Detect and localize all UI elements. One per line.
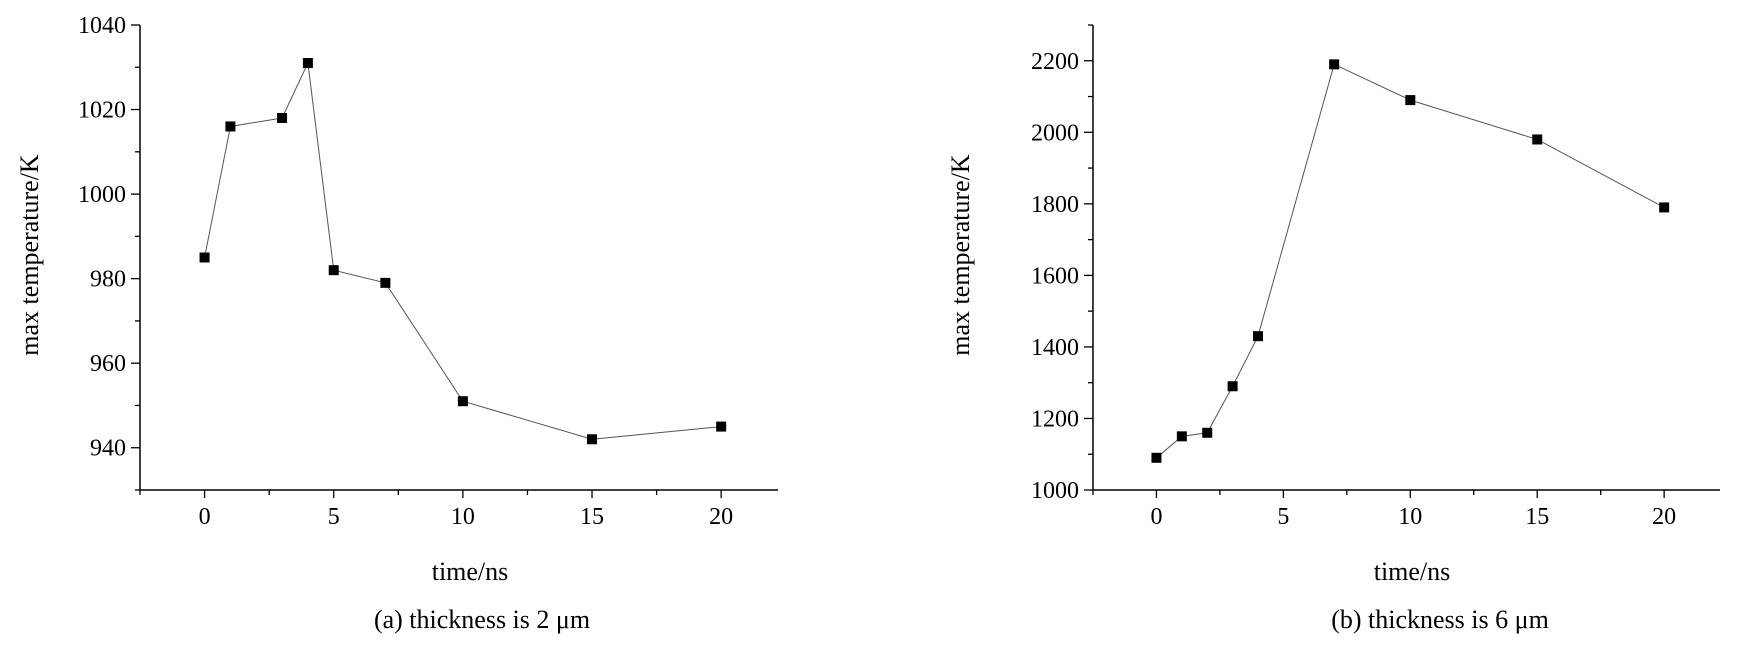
data-point-a xyxy=(716,421,727,432)
x-tick-label-b: 5 xyxy=(1277,504,1289,530)
y-tick-label-a: 1000 xyxy=(78,182,126,208)
series-line-b xyxy=(1156,63,1665,459)
y-tick-label-a: 960 xyxy=(90,351,126,377)
x-axis-title-b: time/ns xyxy=(1374,557,1451,586)
data-point-a xyxy=(380,277,391,288)
y-tick-label-b: 1200 xyxy=(1031,406,1079,432)
y-tick-label-a: 980 xyxy=(90,267,126,293)
data-point-a xyxy=(225,121,236,132)
y-tick-label-b: 1400 xyxy=(1031,335,1079,361)
y-tick-label-b: 2000 xyxy=(1031,120,1079,146)
data-point-a xyxy=(277,113,288,123)
chart-panel-a: 940 960 980 1000 1020 1040 0 5 10 15 20 time/ns ma… xyxy=(15,13,778,634)
x-tick-label-b: 10 xyxy=(1398,504,1422,530)
y-tick-label-b: 1800 xyxy=(1031,192,1079,218)
y-axis-title-a: max temperature/K xyxy=(15,154,44,356)
data-point-b xyxy=(1151,452,1162,463)
y-tick-label-a: 1020 xyxy=(78,98,126,124)
x-tick-label-a: 0 xyxy=(199,504,211,530)
data-point-a xyxy=(457,396,468,407)
y-tick-label-a: 940 xyxy=(90,436,126,462)
series-b xyxy=(1151,59,1670,463)
axes-a: 940 960 980 1000 1020 1040 0 5 10 15 20 xyxy=(78,13,778,530)
x-tick-label-a: 10 xyxy=(451,504,475,530)
y-tick-label-b: 1600 xyxy=(1031,263,1079,289)
x-tick-label-b: 0 xyxy=(1150,504,1162,530)
series-a xyxy=(199,58,727,445)
y-tick-label-b: 1000 xyxy=(1031,478,1079,504)
data-point-b xyxy=(1176,431,1187,442)
x-tick-label-b: 20 xyxy=(1652,504,1676,530)
data-point-b xyxy=(1532,134,1543,145)
data-point-b xyxy=(1405,95,1416,106)
y-tick-label-b: 2200 xyxy=(1031,49,1079,75)
data-point-b xyxy=(1202,427,1213,438)
x-tick-label-a: 15 xyxy=(580,504,604,530)
x-tick-label-b: 15 xyxy=(1525,504,1549,530)
x-tick-label-a: 20 xyxy=(709,504,733,530)
y-tick-label-a: 1040 xyxy=(78,13,126,39)
caption-b: (b) thickness is 6 μm xyxy=(1331,605,1549,634)
chart-panel-b: 1000 1200 1400 1600 1800 2000 2200 0 5 10 15 20 tim… xyxy=(946,24,1720,634)
data-point-a xyxy=(328,265,339,276)
data-point-a xyxy=(587,434,598,445)
y-axis-title-b: max temperature/K xyxy=(946,154,975,356)
axes-b: 1000 1200 1400 1600 1800 2000 2200 0 5 10 15 20 xyxy=(1031,24,1720,530)
data-point-a xyxy=(199,252,210,263)
x-tick-label-a: 5 xyxy=(328,504,340,530)
data-point-b xyxy=(1253,331,1263,342)
caption-a: (a) thickness is 2 μm xyxy=(374,605,590,634)
data-point-a xyxy=(302,58,313,69)
x-axis-title-a: time/ns xyxy=(432,557,509,586)
data-point-b xyxy=(1227,381,1238,392)
data-point-b xyxy=(1659,202,1670,213)
data-point-b xyxy=(1329,59,1340,70)
